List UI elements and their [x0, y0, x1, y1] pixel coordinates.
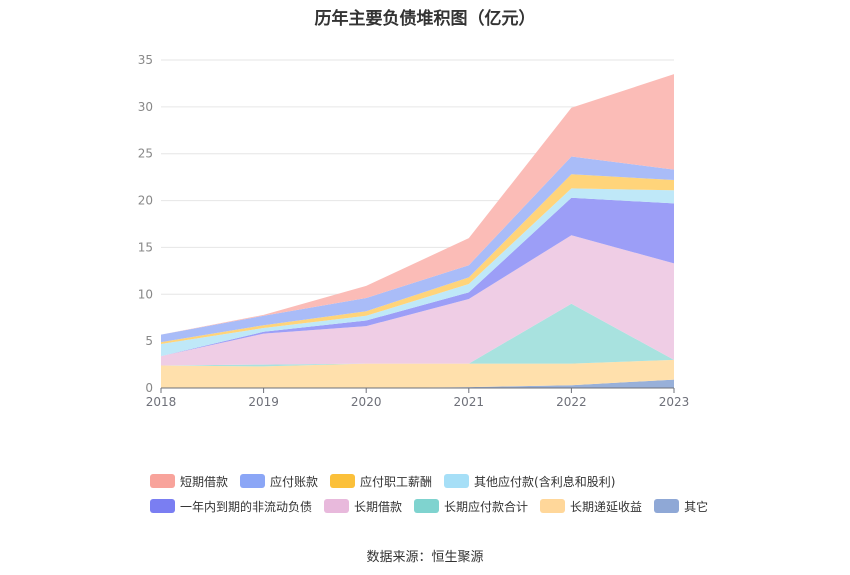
- chart-title: 历年主要负债堆积图（亿元）: [314, 9, 536, 29]
- legend-swatch: [330, 474, 356, 488]
- legend-label: 其他应付款(含利息和股利): [474, 474, 616, 489]
- x-tick-label: 2019: [248, 395, 279, 409]
- y-tick-label: 15: [138, 240, 153, 254]
- area-series-其它: [161, 379, 674, 388]
- legend-item[interactable]: 长期借款: [324, 498, 402, 514]
- area-series-短期借款: [161, 74, 674, 335]
- legend-label: 长期递延收益: [570, 499, 643, 514]
- stacked-area-chart: 0 5 10 15 20 25 30 35 2018 2019 2020 2021 2022 2023: [138, 53, 690, 409]
- legend-item[interactable]: 其他应付款(含利息和股利): [444, 473, 615, 489]
- y-tick-label: 0: [145, 381, 153, 395]
- legend-swatch: [414, 499, 440, 513]
- legend-item[interactable]: 其它: [654, 498, 708, 514]
- legend-item[interactable]: 应付职工薪酬: [330, 473, 432, 489]
- legend-item[interactable]: 一年内到期的非流动负债: [150, 498, 312, 514]
- legend-item[interactable]: 短期借款: [150, 473, 228, 489]
- x-tick-label: 2023: [659, 395, 690, 409]
- legend-row: 短期借款 应付账款 应付职工薪酬 其他应付款(含利息和股利): [150, 473, 770, 489]
- legend-label: 应付账款: [270, 474, 319, 489]
- legend-row: 一年内到期的非流动负债 长期借款 长期应付款合计 长期递延收益 其它: [150, 498, 770, 514]
- legend-item[interactable]: 长期应付款合计: [414, 498, 528, 514]
- legend-swatch: [150, 499, 175, 513]
- legend-label: 一年内到期的非流动负债: [180, 499, 313, 514]
- y-tick-label: 30: [138, 100, 153, 114]
- y-tick-label: 10: [138, 287, 153, 301]
- y-tick-label: 35: [138, 53, 153, 67]
- legend-label: 其它: [684, 499, 709, 514]
- legend-label: 长期借款: [354, 499, 403, 514]
- x-tick-label: 2021: [454, 395, 485, 409]
- y-tick-label: 20: [138, 194, 153, 208]
- area-series-长期递延收益: [161, 359, 674, 388]
- legend-swatch: [324, 499, 350, 513]
- area-series-一年内到期的非流动负债: [161, 197, 674, 357]
- y-tick-label: 5: [145, 334, 153, 348]
- x-tick-label: 2022: [556, 395, 587, 409]
- area-series-长期借款: [161, 235, 674, 366]
- x-tick-label: 2020: [351, 395, 382, 409]
- x-tick-label: 2018: [146, 395, 177, 409]
- chart-legend: 短期借款 应付账款 应付职工薪酬 其他应付款(含利息和股利) 一年内到期的非流动负债 长…: [150, 473, 770, 523]
- legend-label: 应付职工薪酬: [360, 474, 433, 489]
- legend-label: 长期应付款合计: [444, 499, 529, 514]
- area-series-应付账款: [161, 156, 674, 343]
- area-series-其他应付款-含利息和股利-: [161, 188, 674, 357]
- legend-item[interactable]: 应付账款: [240, 473, 318, 489]
- legend-swatch: [240, 474, 266, 488]
- legend-swatch: [150, 474, 175, 488]
- legend-swatch: [654, 499, 680, 513]
- area-series-长期应付款合计: [161, 303, 674, 367]
- data-source-note: 数据来源：恒生聚源: [366, 550, 484, 565]
- y-tick-label: 25: [138, 147, 153, 161]
- legend-swatch: [444, 474, 470, 488]
- legend-swatch: [540, 499, 566, 513]
- legend-label: 短期借款: [180, 474, 229, 489]
- legend-item[interactable]: 长期递延收益: [540, 498, 642, 514]
